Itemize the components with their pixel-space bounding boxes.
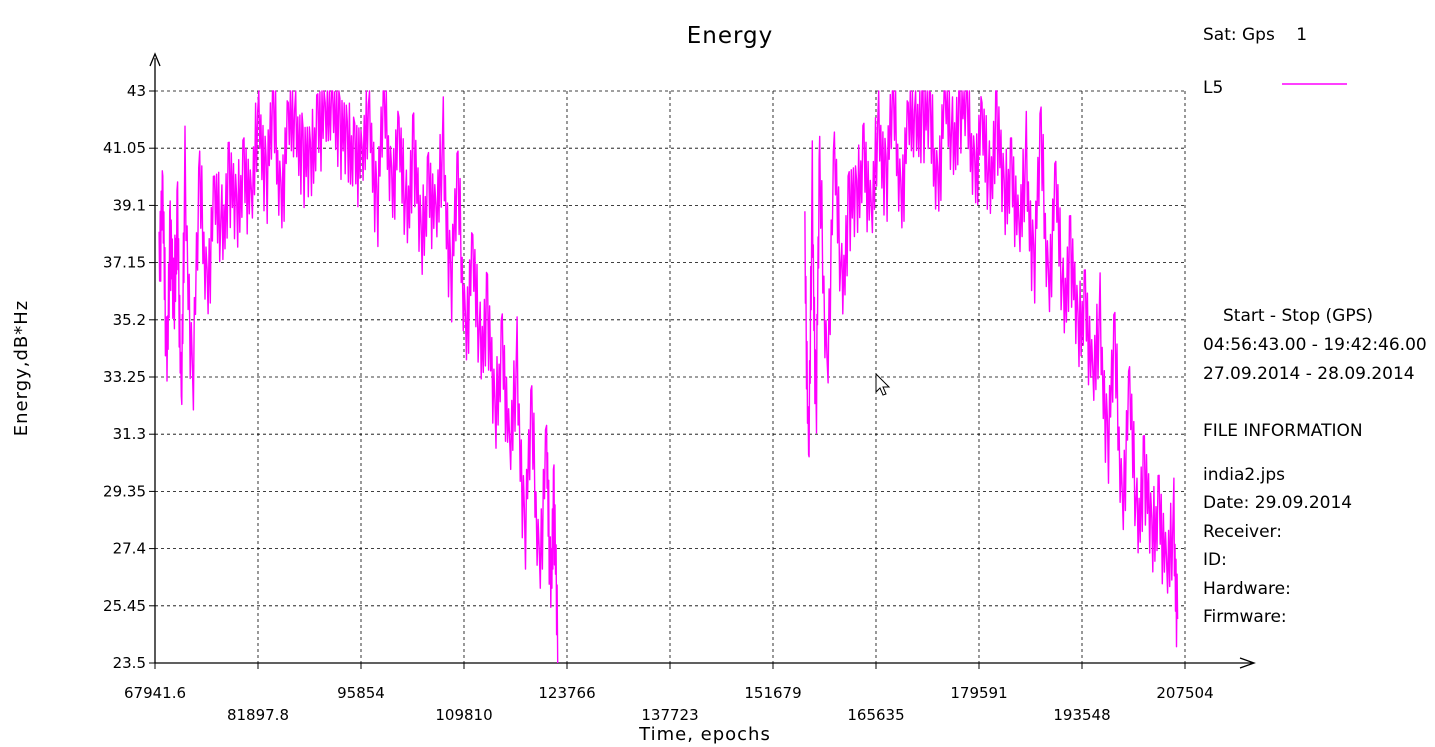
- y-axis-arrow: [149, 52, 161, 67]
- x-tick-label: 137723: [641, 706, 698, 724]
- x-tick-label: 67941.6: [124, 684, 186, 702]
- time-range: 04:56:43.00 - 19:42:46.00: [1203, 335, 1427, 355]
- x-tick-label: 165635: [847, 706, 904, 724]
- x-tick-label: 81897.8: [227, 706, 289, 724]
- id-label: ID:: [1203, 550, 1227, 570]
- y-tick-label: 33.25: [103, 368, 146, 386]
- axes: [149, 52, 1256, 669]
- y-tick-label: 35.2: [113, 311, 146, 329]
- y-tick-label: 27.4: [113, 540, 146, 558]
- y-tick-label: 37.15: [103, 254, 146, 272]
- y-tick-labels: 23.5 25.45 27.4 29.35 31.3 33.25 35.2 37.15 39.1…: [103, 82, 155, 672]
- file-info-header: FILE INFORMATION: [1203, 421, 1363, 441]
- receiver-label: Receiver:: [1203, 522, 1282, 542]
- y-axis-label: Energy,dB*Hz: [11, 300, 32, 437]
- y-tick-label: 41.05: [103, 139, 146, 157]
- x-tick-label: 179591: [950, 684, 1007, 702]
- x-tick-label: 207504: [1156, 684, 1213, 702]
- legend-sat-number: 1: [1296, 25, 1308, 45]
- series-line-l5: [804, 90, 1179, 648]
- firmware-label: Firmware:: [1203, 607, 1287, 627]
- file-name: india2.jps: [1203, 465, 1286, 485]
- y-tick-label: 23.5: [113, 654, 146, 672]
- file-date: Date: 29.09.2014: [1203, 493, 1353, 513]
- series-l5: [158, 90, 1179, 664]
- series-line-l5: [158, 90, 559, 664]
- legend-sat-label: Sat: Gps: [1203, 25, 1275, 45]
- x-tick-label: 193548: [1053, 706, 1110, 724]
- x-axis-label: Time, epochs: [638, 724, 771, 745]
- y-tick-label: 43: [127, 82, 146, 100]
- x-tick-label: 109810: [435, 706, 492, 724]
- start-stop-header: Start - Stop (GPS): [1223, 306, 1374, 326]
- y-tick-label: 31.3: [113, 425, 146, 443]
- mouse-cursor-icon: [875, 372, 891, 396]
- y-tick-label: 25.45: [103, 597, 146, 615]
- x-tick-label: 151679: [744, 684, 801, 702]
- y-tick-label: 39.1: [113, 196, 146, 214]
- x-tick-label: 123766: [538, 684, 595, 702]
- chart-title: Energy: [687, 23, 774, 49]
- legend-l5-label: L5: [1203, 78, 1224, 98]
- legend-sat: Sat: Gps 1: [1203, 25, 1307, 45]
- y-tick-label: 29.35: [103, 482, 146, 500]
- x-tick-labels: 67941.6 81897.8 95854 109810 123766 137723 151…: [124, 663, 1214, 724]
- x-tick-label: 95854: [337, 684, 385, 702]
- grid: [155, 90, 1186, 663]
- hardware-label: Hardware:: [1203, 579, 1291, 599]
- x-axis-arrow: [1239, 657, 1256, 669]
- date-range: 27.09.2014 - 28.09.2014: [1203, 364, 1415, 384]
